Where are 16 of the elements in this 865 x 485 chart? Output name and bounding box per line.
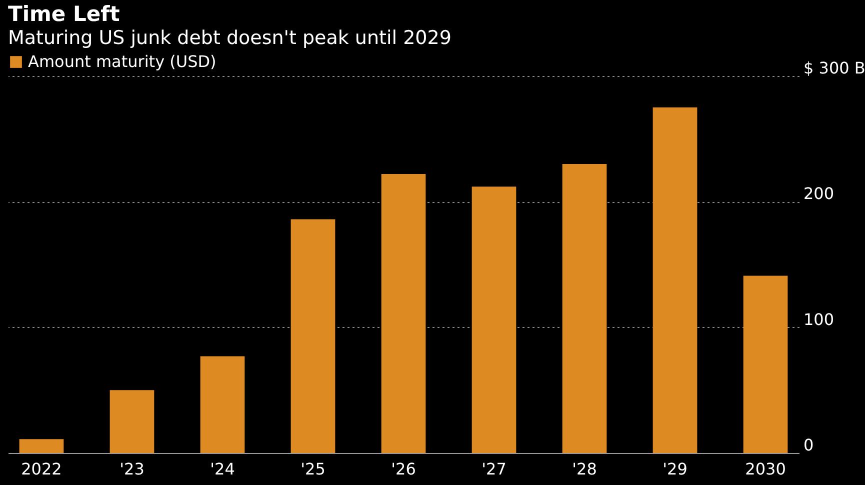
chart-subtitle: Maturing US junk debt doesn't peak until 2029	[8, 27, 452, 49]
y-tick-label: $ 300 B	[804, 58, 865, 78]
x-tick-label: 2030	[745, 460, 786, 478]
y-tick-label: 200	[804, 184, 834, 204]
x-tick-label: '29	[662, 460, 688, 478]
chart-title: Time Left	[8, 2, 120, 26]
y-tick-label: 0	[804, 436, 814, 454]
x-tick-label: '27	[482, 460, 506, 478]
legend-label: Amount maturity (USD)	[28, 52, 216, 71]
x-tick-label: '28	[572, 460, 597, 478]
x-tick-label: '23	[120, 460, 144, 478]
x-tick-label: '25	[300, 460, 326, 478]
x-tick-label: 2022	[21, 460, 62, 478]
x-tick-label: '26	[391, 460, 416, 478]
y-tick-label: 100	[804, 310, 834, 329]
x-tick-label: '24	[210, 460, 235, 478]
